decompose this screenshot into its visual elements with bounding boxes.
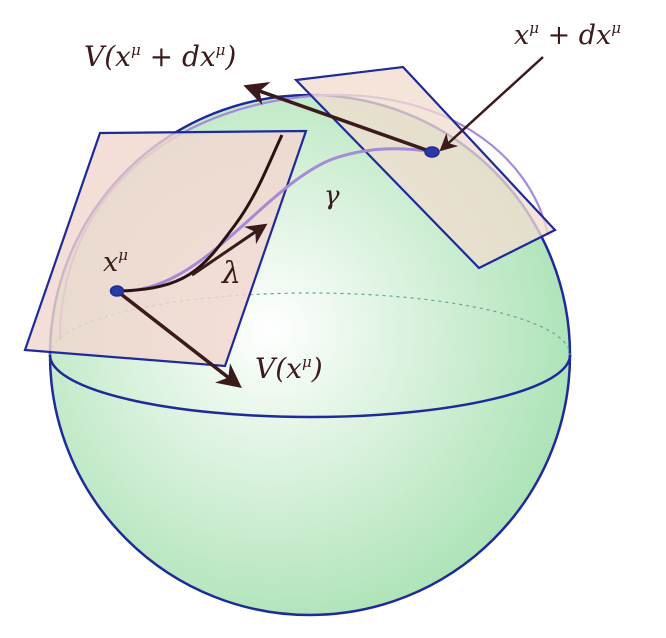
label-point-top: xμ + dxμ xyxy=(514,19,621,51)
curve-gamma xyxy=(116,147,433,293)
label-gamma: γ xyxy=(324,181,340,211)
label-lambda: λ xyxy=(221,256,241,291)
vector-v-transported xyxy=(243,81,433,154)
equator-front xyxy=(48,354,572,419)
tangent-plane-right xyxy=(293,65,557,270)
label-v-bottom: V(xμ) xyxy=(255,352,323,385)
lambda-arrow xyxy=(191,223,268,277)
point-x-mu-plus-dx xyxy=(424,146,440,158)
label-point-x: xμ xyxy=(103,246,128,278)
point-x-mu xyxy=(109,285,125,297)
curve-projection xyxy=(116,134,284,293)
pointer-arrow xyxy=(439,56,544,152)
vector-v-base xyxy=(115,289,242,389)
label-v-top: V(xμ + dxμ) xyxy=(84,40,236,73)
